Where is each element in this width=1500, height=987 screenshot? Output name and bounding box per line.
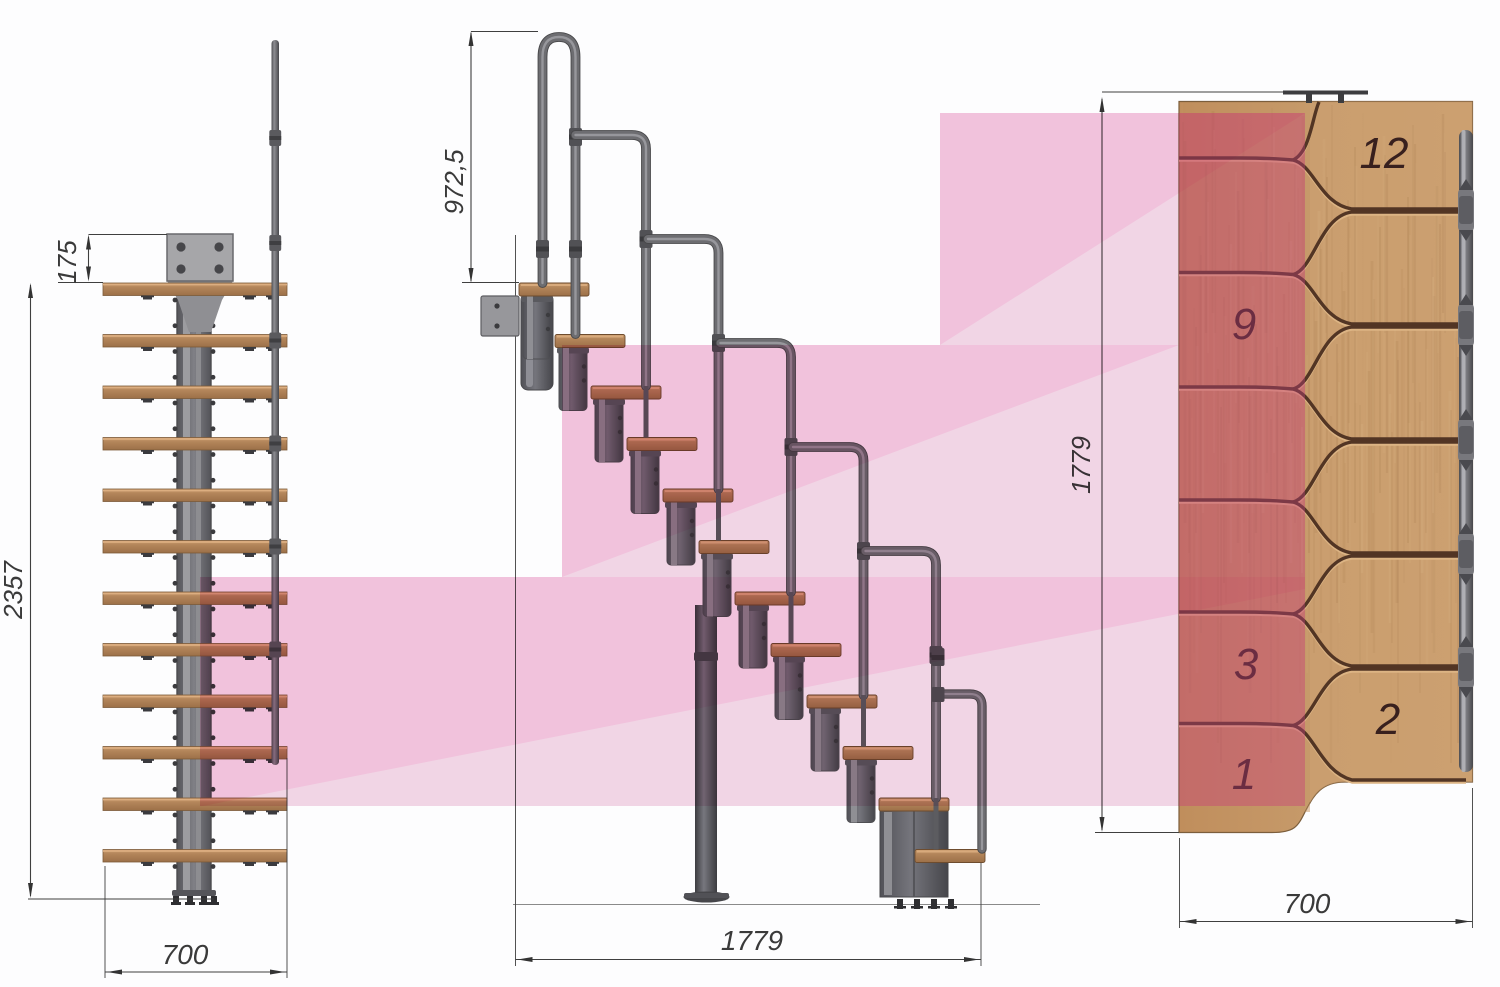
svg-text:1779: 1779	[721, 925, 783, 956]
svg-text:2357: 2357	[0, 560, 28, 620]
svg-text:2: 2	[1375, 695, 1400, 744]
svg-text:12: 12	[1360, 129, 1409, 178]
svg-text:700: 700	[162, 939, 209, 970]
svg-text:972,5: 972,5	[439, 149, 469, 215]
svg-text:700: 700	[1284, 888, 1331, 919]
svg-text:175: 175	[52, 240, 82, 284]
